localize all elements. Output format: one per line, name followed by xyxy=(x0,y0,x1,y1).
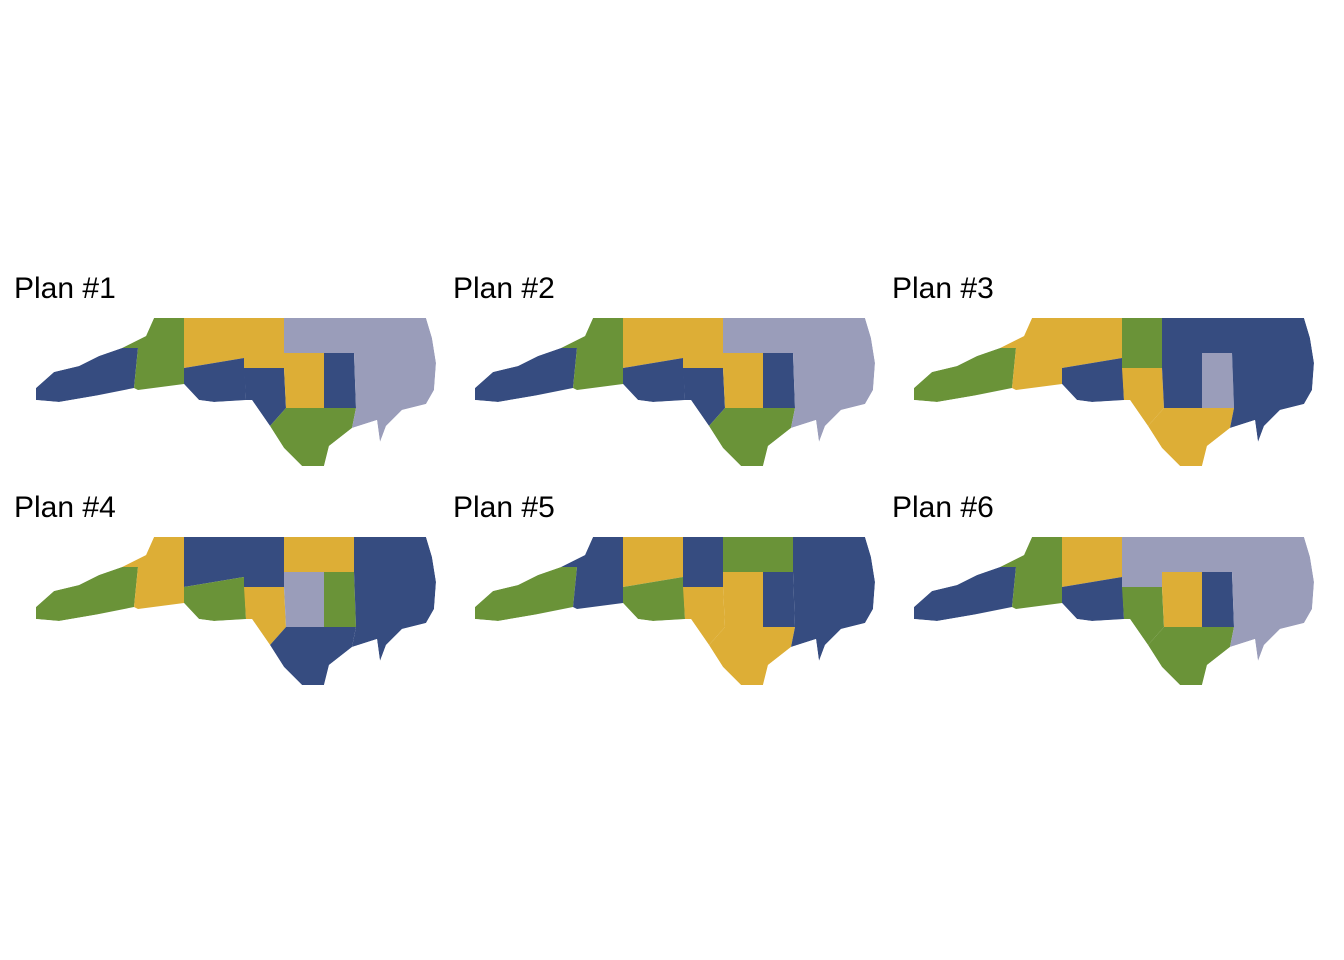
state-shape xyxy=(475,318,875,466)
district-region-north-central-3 xyxy=(284,537,354,572)
district-region-central xyxy=(723,353,763,408)
district-region-west xyxy=(36,348,138,402)
district-region-south-central-2 xyxy=(1122,587,1164,645)
district-region-west xyxy=(36,567,138,621)
district-region-north-central-1 xyxy=(184,318,244,368)
district-map-plan-3 xyxy=(914,318,1314,466)
district-region-foothills xyxy=(1000,318,1062,390)
district-region-north-central-2 xyxy=(1122,537,1162,587)
district-region-south-central-1 xyxy=(623,577,685,621)
map-panel-plan-6: Plan #6 xyxy=(892,491,1322,701)
district-region-central xyxy=(1162,572,1202,627)
district-region-central xyxy=(284,353,324,408)
district-region-south-central-2 xyxy=(683,587,725,645)
district-region-central xyxy=(284,572,324,627)
district-region-north-central-1 xyxy=(1062,318,1122,368)
district-region-southeast xyxy=(709,408,795,466)
map-panel-plan-4: Plan #4 xyxy=(14,491,444,701)
state-shape xyxy=(914,318,1314,466)
district-region-south-central-1 xyxy=(1062,358,1124,402)
district-region-south-central-1 xyxy=(623,358,685,402)
district-region-north-central-2 xyxy=(244,318,284,368)
district-region-southeast xyxy=(709,627,795,685)
district-map-plan-4 xyxy=(36,537,436,685)
district-region-northeast xyxy=(791,318,875,442)
district-region-north-central-1 xyxy=(623,318,683,368)
state-shape xyxy=(914,537,1314,685)
district-region-northeast xyxy=(1230,537,1314,661)
district-region-south-central-2 xyxy=(244,587,286,645)
district-region-west xyxy=(475,567,577,621)
district-region-southeast xyxy=(1148,408,1234,466)
district-region-central xyxy=(1162,353,1202,408)
district-region-north-central-1 xyxy=(1062,537,1122,587)
district-region-north-central-3 xyxy=(284,318,354,353)
district-region-northeast xyxy=(352,318,436,442)
map-panel-plan-3: Plan #3 xyxy=(892,272,1322,482)
district-region-central-east xyxy=(324,353,356,408)
district-region-west xyxy=(914,348,1016,402)
district-map-plan-2 xyxy=(475,318,875,466)
district-region-foothills xyxy=(561,537,623,609)
district-region-northeast xyxy=(791,537,875,661)
map-panel-plan-5: Plan #5 xyxy=(453,491,883,701)
district-region-central-east xyxy=(324,572,356,627)
map-panel-plan-1: Plan #1 xyxy=(14,272,444,482)
state-shape xyxy=(36,537,436,685)
district-region-north-central-3 xyxy=(1162,537,1232,572)
district-map-plan-1 xyxy=(36,318,436,466)
district-region-northeast xyxy=(1230,318,1314,442)
district-region-southeast xyxy=(270,408,356,466)
district-region-north-central-2 xyxy=(1122,318,1162,368)
district-region-north-central-3 xyxy=(723,537,793,572)
district-region-foothills xyxy=(122,318,184,390)
district-region-southeast xyxy=(1148,627,1234,685)
state-shape xyxy=(475,537,875,685)
district-map-plan-6 xyxy=(914,537,1314,685)
district-region-central xyxy=(723,572,763,627)
district-region-north-central-2 xyxy=(683,537,723,587)
district-region-west xyxy=(475,348,577,402)
district-region-foothills xyxy=(1000,537,1062,609)
panel-title: Plan #1 xyxy=(14,272,116,305)
panel-title: Plan #2 xyxy=(453,272,555,305)
district-region-north-central-2 xyxy=(683,318,723,368)
district-region-foothills xyxy=(122,537,184,609)
district-region-central-east xyxy=(763,353,795,408)
district-region-north-central-3 xyxy=(1162,318,1232,353)
district-region-south-central-1 xyxy=(184,358,246,402)
district-region-northeast xyxy=(352,537,436,661)
district-region-north-central-1 xyxy=(623,537,683,587)
district-region-south-central-1 xyxy=(184,577,246,621)
district-region-foothills xyxy=(561,318,623,390)
district-region-north-central-3 xyxy=(723,318,793,353)
district-region-central-east xyxy=(1202,353,1234,408)
panel-title: Plan #6 xyxy=(892,491,994,524)
district-region-south-central-1 xyxy=(1062,577,1124,621)
state-shape xyxy=(36,318,436,466)
district-region-south-central-2 xyxy=(1122,368,1164,426)
map-panel-plan-2: Plan #2 xyxy=(453,272,883,482)
district-region-southeast xyxy=(270,627,356,685)
district-region-south-central-2 xyxy=(244,368,286,426)
district-region-south-central-2 xyxy=(683,368,725,426)
district-map-plan-5 xyxy=(475,537,875,685)
panel-title: Plan #3 xyxy=(892,272,994,305)
district-region-north-central-1 xyxy=(184,537,244,587)
district-region-central-east xyxy=(1202,572,1234,627)
district-region-north-central-2 xyxy=(244,537,284,587)
panel-title: Plan #5 xyxy=(453,491,555,524)
panel-title: Plan #4 xyxy=(14,491,116,524)
district-region-west xyxy=(914,567,1016,621)
district-region-central-east xyxy=(763,572,795,627)
